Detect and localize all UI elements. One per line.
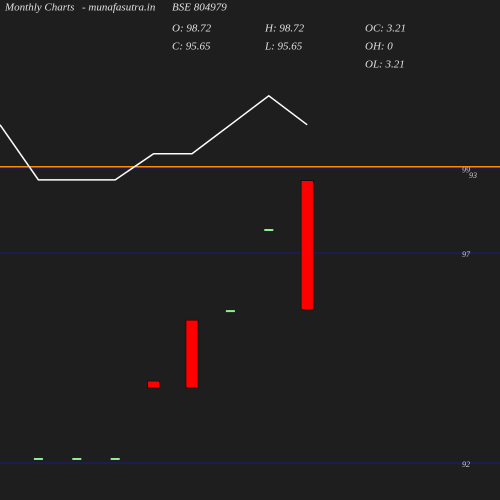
line-series <box>0 94 308 181</box>
info-text: H: 98.72 <box>264 23 305 35</box>
annotation: 93 <box>469 171 477 180</box>
info-text: O: 98.72 <box>172 23 212 35</box>
candle-body <box>33 457 43 460</box>
info-text: OL: 3.21 <box>365 59 405 71</box>
y-tick-label: 92 <box>462 460 470 469</box>
symbol: BSE 804979 <box>172 2 227 14</box>
y-tick-label: 99 <box>462 166 470 175</box>
info-text: L: 95.65 <box>264 41 303 53</box>
info-text: OC: 3.21 <box>365 23 406 35</box>
candle-body <box>110 457 120 460</box>
chart-title: Monthly Charts <box>4 2 74 14</box>
chart-subtitle: - munafasutra.in <box>82 2 156 14</box>
candle-body <box>147 380 160 389</box>
candle-body <box>72 457 82 460</box>
candle-body <box>185 319 199 389</box>
y-tick-label: 97 <box>462 250 471 259</box>
candle-body <box>300 180 314 310</box>
candle-body <box>264 228 274 231</box>
info-text: OH: 0 <box>365 41 393 53</box>
info-text: C: 95.65 <box>172 41 211 53</box>
candle-body <box>225 310 235 313</box>
